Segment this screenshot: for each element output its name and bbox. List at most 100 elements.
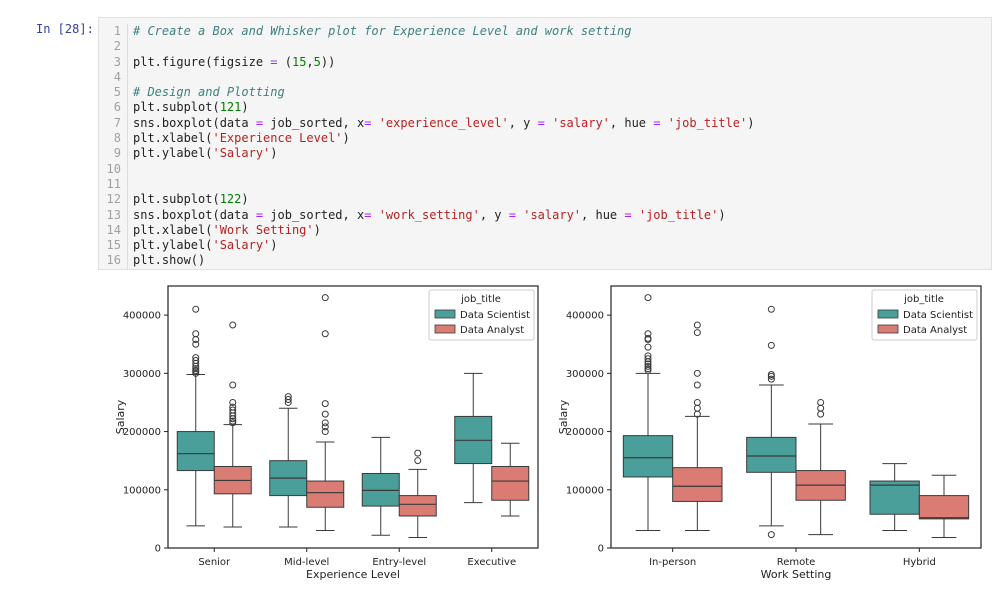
code-token: 122 — [219, 192, 242, 207]
box — [398, 495, 437, 517]
code-token: , hue — [609, 115, 654, 130]
outlier-point — [229, 398, 237, 406]
x-tick-label: Mid-level — [284, 557, 329, 568]
x-axis-label: Work Setting — [761, 568, 832, 581]
outlier-point — [192, 357, 200, 365]
code-token: plt.show() — [133, 253, 206, 268]
code-token: ) — [241, 100, 249, 115]
y-axis-label: Salary — [557, 399, 570, 434]
line-number: 7 — [99, 115, 128, 132]
y-tick-label: 400000 — [566, 311, 604, 322]
outlier-point — [192, 354, 200, 362]
code-line: 3 plt.figure(figsize = (15,5)) — [99, 54, 754, 70]
outlier-point — [321, 330, 329, 338]
outlier-point — [644, 355, 652, 363]
code-line: 6 plt.subplot(121) — [99, 100, 754, 116]
code-token: = — [364, 207, 372, 222]
line-number: 14 — [99, 222, 128, 239]
outlier-point — [644, 352, 652, 360]
outlier-point — [644, 360, 652, 368]
code-line: 16 plt.show() — [99, 253, 754, 269]
code-line: 7 sns.boxplot(data = job_sorted, x= 'expe… — [99, 115, 755, 132]
outlier-point — [644, 362, 652, 370]
code-line: 5 # Design and Plotting — [99, 85, 754, 101]
code-token: 'Experience Level' — [212, 131, 343, 146]
code-token: ) — [342, 131, 350, 146]
code-editor[interactable]: 1 # Create a Box and Whisker plot for Exp… — [99, 24, 754, 269]
outlier-point — [767, 305, 775, 313]
outlier-point — [693, 329, 701, 337]
outlier-point — [321, 400, 329, 408]
code-token: = — [508, 207, 516, 222]
legend-swatch — [434, 309, 456, 319]
code-token: = — [537, 115, 545, 130]
line-number: 6 — [99, 100, 128, 116]
code-token: sns.boxplot(data — [133, 115, 256, 130]
line-number: 9 — [99, 146, 128, 162]
box — [918, 495, 970, 520]
code-token: plt.subplot( — [133, 192, 220, 207]
x-axis-label: Experience Level — [306, 568, 400, 581]
code-token: 'salary' — [552, 115, 610, 130]
outlier-point — [817, 398, 825, 406]
legend-swatch — [877, 324, 899, 334]
line-number: 4 — [99, 69, 128, 86]
code-token: # Design and Plotting — [133, 85, 285, 100]
code-token: plt.ylabel( — [133, 238, 213, 253]
code-token: plt.subplot( — [133, 100, 220, 115]
y-tick-label: 100000 — [123, 485, 161, 496]
code-token: 5 — [313, 54, 321, 69]
code-token: = — [364, 115, 372, 130]
outlier-point — [192, 330, 200, 338]
code-token: 'Salary' — [212, 238, 271, 253]
code-token: job_sorted, x — [263, 115, 365, 130]
code-token: plt.ylabel( — [133, 146, 213, 161]
legend-swatch — [877, 309, 899, 319]
box — [672, 467, 723, 502]
outlier-point — [321, 294, 329, 302]
chart-experience-level: 0 100000 200000 300000 400000 Salary Senior Mid… — [114, 285, 539, 581]
outlier-point — [229, 406, 237, 414]
code-line: 1 # Create a Box and Whisker plot for Exp… — [99, 24, 754, 40]
outlier-point — [414, 449, 422, 457]
line-number: 3 — [99, 54, 128, 70]
code-token: ) — [313, 222, 321, 237]
code-token: 'experience_level' — [378, 115, 509, 130]
code-cell[interactable]: 1 # Create a Box and Whisker plot for Exp… — [98, 17, 992, 270]
x-tick-label: Entry-level — [372, 557, 426, 568]
outlier-point — [644, 294, 652, 302]
box — [176, 431, 215, 472]
line-number: 16 — [99, 253, 128, 269]
code-line: 11 — [99, 176, 754, 193]
legend-swatch — [434, 324, 456, 334]
code-token: = — [270, 54, 278, 69]
y-tick-label: 0 — [598, 544, 604, 555]
box — [869, 480, 920, 515]
outlier-point — [192, 365, 200, 373]
outlier-point — [229, 321, 237, 329]
line-number: 11 — [99, 176, 128, 193]
code-token: ( — [277, 54, 292, 69]
outlier-point — [321, 410, 329, 418]
line-number: 12 — [99, 192, 128, 208]
x-tick-label: Hybrid — [903, 557, 936, 568]
code-token: 'salary' — [523, 207, 582, 222]
y-tick-label: 300000 — [123, 369, 161, 380]
outlier-point — [321, 423, 329, 431]
code-line: 15 plt.ylabel('Salary') — [99, 238, 754, 254]
code-token: ) — [241, 192, 249, 207]
code-line: 4 — [99, 69, 754, 86]
plot-output: 0 100000 200000 300000 400000 Salary Senior Mid… — [114, 285, 982, 581]
line-number: 1 — [99, 24, 128, 40]
code-token: = — [255, 115, 264, 130]
outlier-point — [767, 370, 775, 378]
outlier-point — [229, 403, 237, 411]
outlier-point — [644, 334, 652, 342]
code-token: , hue — [581, 207, 625, 222]
code-token: sns.boxplot(data — [133, 207, 256, 222]
code-token: = — [624, 207, 632, 222]
code-token: = — [653, 115, 661, 130]
y-tick-label: 300000 — [566, 369, 604, 380]
code-line: 13 sns.boxplot(data = job_sorted, x= 'wor… — [99, 207, 754, 223]
code-token: ) — [747, 115, 755, 130]
